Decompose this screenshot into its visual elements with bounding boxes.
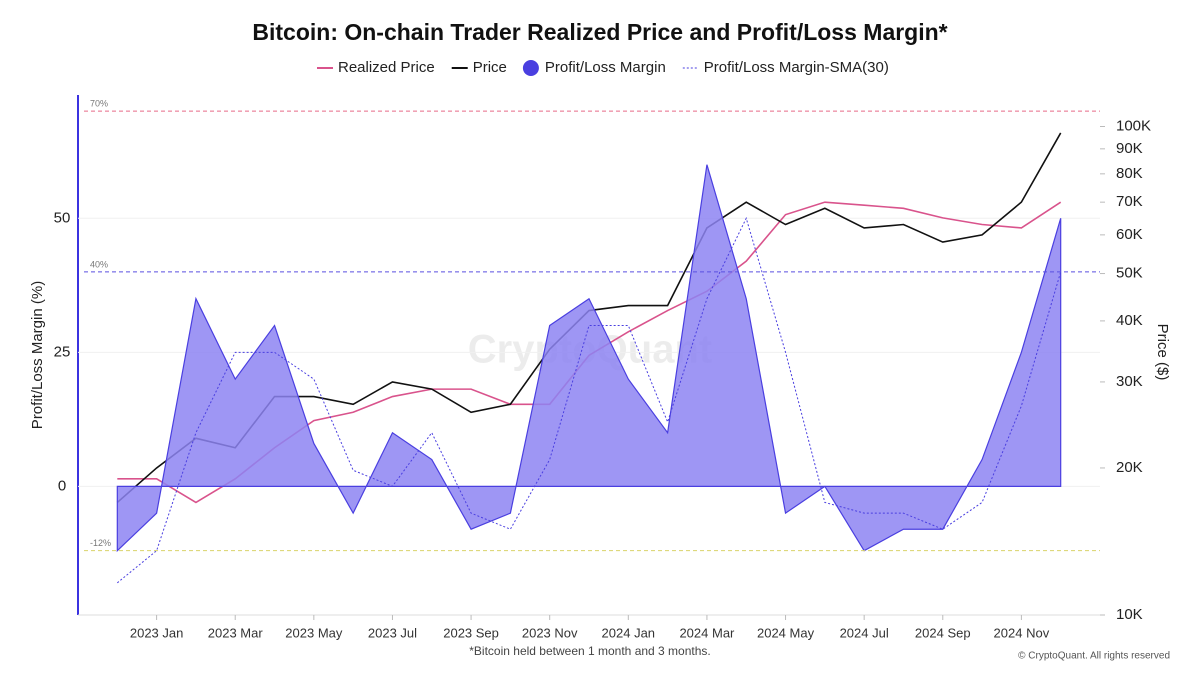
reference-label: 70% <box>90 98 108 108</box>
x-tick-label: 2024 Sep <box>915 625 971 640</box>
x-tick-label: 2023 Jul <box>368 625 417 640</box>
x-tick-label: 2024 Nov <box>994 625 1050 640</box>
margin-area <box>116 164 1062 553</box>
footnote: *Bitcoin held between 1 month and 3 mont… <box>469 644 711 658</box>
legend-label: Profit/Loss Margin <box>545 59 666 76</box>
x-tick-label: 2023 Mar <box>208 625 264 640</box>
legend-label: Price <box>473 59 507 76</box>
x-tick-label: 2024 May <box>757 625 815 640</box>
y-tick-label: 50 <box>54 209 71 226</box>
y2-tick-label: 10K <box>1116 606 1143 623</box>
y-axis-title: Profit/Loss Margin (%) <box>29 281 46 429</box>
reference-label: -12% <box>90 538 111 548</box>
y-tick-label: 0 <box>58 477 66 494</box>
x-tick-label: 2024 Jan <box>602 625 656 640</box>
y2-tick-label: 100K <box>1116 117 1151 134</box>
y2-tick-label: 40K <box>1116 312 1143 329</box>
chart-title: Bitcoin: On-chain Trader Realized Price … <box>252 19 947 45</box>
x-tick-label: 2023 Jan <box>130 625 184 640</box>
y2-tick-label: 80K <box>1116 165 1143 182</box>
legend-swatch <box>522 60 539 76</box>
y2-tick-label: 70K <box>1116 193 1143 210</box>
reference-label: 40% <box>90 259 108 269</box>
x-tick-label: 2023 May <box>285 625 343 640</box>
y2-tick-label: 50K <box>1116 265 1143 282</box>
y2-tick-label: 90K <box>1116 140 1143 157</box>
y2-tick-label: 20K <box>1116 459 1143 476</box>
legend-label: Realized Price <box>338 59 435 76</box>
legend-label: Profit/Loss Margin-SMA(30) <box>704 59 889 76</box>
y2-tick-label: 60K <box>1116 226 1143 243</box>
y2-tick-label: 30K <box>1116 373 1143 390</box>
x-tick-label: 2023 Nov <box>522 625 578 640</box>
sma-line <box>116 216 1062 584</box>
x-tick-label: 2023 Sep <box>443 625 499 640</box>
copyright: © CryptoQuant. All rights reserved <box>1018 651 1170 662</box>
y2-axis-title: Price ($) <box>1154 324 1171 381</box>
x-tick-label: 2024 Jul <box>840 625 889 640</box>
y-tick-label: 25 <box>54 343 71 360</box>
x-tick-label: 2024 Mar <box>679 625 735 640</box>
